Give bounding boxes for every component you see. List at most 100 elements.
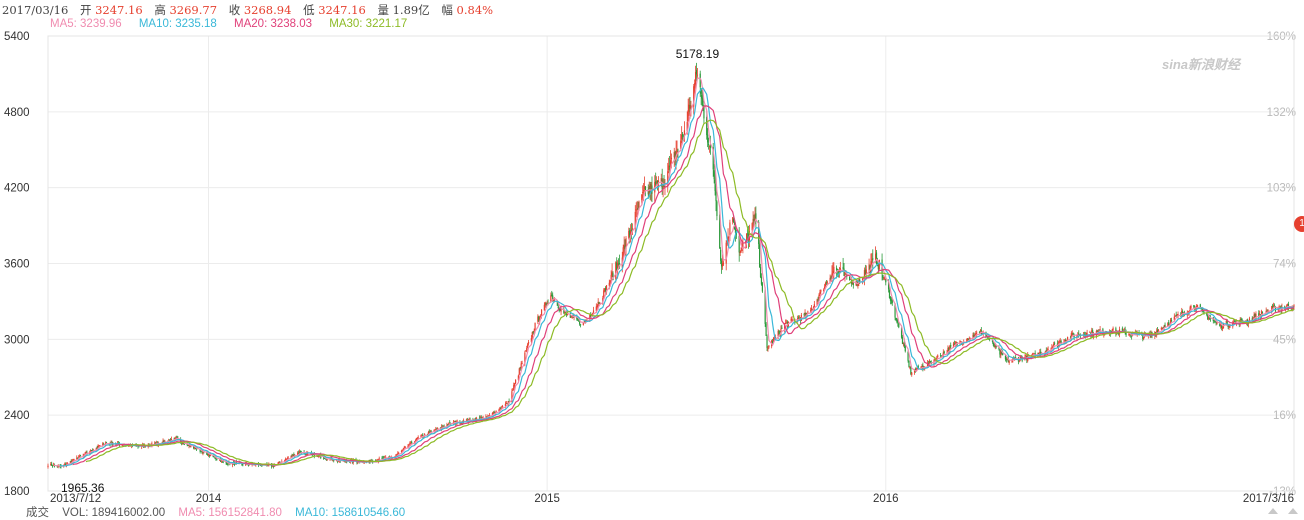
candle-body xyxy=(1076,335,1078,337)
candle-body xyxy=(193,445,195,449)
candle-body xyxy=(910,366,912,375)
candle-body xyxy=(689,105,691,109)
candle-body xyxy=(91,450,94,452)
candle-body xyxy=(400,450,403,453)
candle-body xyxy=(708,145,711,147)
candle-body xyxy=(500,408,502,410)
y-tick-label: 4200 xyxy=(4,183,30,195)
candle-body xyxy=(694,83,696,89)
candle-body xyxy=(313,453,315,457)
candle-body xyxy=(960,341,962,343)
candle-body xyxy=(357,462,359,464)
close-label: 收 xyxy=(228,3,241,17)
candle-body xyxy=(882,275,884,278)
candle-body xyxy=(286,458,288,460)
candle-body xyxy=(973,335,975,337)
candle-body xyxy=(937,355,939,358)
candle-body xyxy=(1271,305,1273,312)
candle-body xyxy=(780,328,782,335)
candle-body xyxy=(298,451,301,455)
candle-body xyxy=(508,401,510,402)
candle-body xyxy=(219,459,222,462)
candle-body xyxy=(247,464,249,466)
candle-body xyxy=(617,262,619,270)
candle-body xyxy=(791,319,793,320)
candle-body xyxy=(410,442,412,444)
candle-body xyxy=(102,443,104,446)
candle-body xyxy=(571,315,573,318)
candle-body xyxy=(656,181,658,183)
candle-body xyxy=(396,454,398,457)
candle-body xyxy=(1208,317,1211,319)
candle-body xyxy=(1078,333,1080,337)
candle-body xyxy=(725,242,727,264)
candle-body xyxy=(424,434,426,436)
candle-body xyxy=(1209,318,1212,320)
candle-body xyxy=(446,424,448,427)
candle-body xyxy=(953,343,956,345)
candle-body xyxy=(78,455,81,458)
candle-body xyxy=(435,428,437,431)
ohlc-info-row: 2017/03/16 开 3247.16 高 3269.77 收 3268.94… xyxy=(2,2,501,17)
candle-body xyxy=(202,450,204,454)
candle-body xyxy=(890,299,892,301)
ohlc-date: 2017/03/16 xyxy=(2,3,69,17)
candle-body xyxy=(427,432,429,435)
candle-body xyxy=(598,301,600,304)
candle-body xyxy=(714,179,716,191)
candle-body xyxy=(551,294,553,296)
candle-body xyxy=(729,222,731,238)
candle-body xyxy=(715,190,717,202)
candle-body xyxy=(1175,314,1177,317)
candle-body xyxy=(447,424,449,426)
y-right-tick-label: 132% xyxy=(1267,107,1296,119)
candle-body xyxy=(674,152,676,160)
candle-body xyxy=(527,341,530,344)
candle-body xyxy=(778,330,780,334)
candle-body xyxy=(700,88,702,94)
scroll-right-icon[interactable] xyxy=(1288,508,1298,514)
candle-body xyxy=(189,445,191,447)
volume-section-label: 成交 xyxy=(26,507,49,519)
candle-body xyxy=(493,411,495,414)
candle-body xyxy=(868,264,870,271)
open-label: 开 xyxy=(79,3,92,17)
candle-body xyxy=(1058,342,1060,344)
y-right-tick-label: 160% xyxy=(1267,31,1296,43)
candle-body xyxy=(764,290,766,324)
candle-body xyxy=(712,147,714,170)
candle-body xyxy=(909,366,911,369)
notification-badge[interactable]: 1 xyxy=(1294,216,1304,232)
candle-body xyxy=(883,278,885,280)
candle-body xyxy=(1052,346,1054,348)
candle-body xyxy=(1229,326,1231,328)
candle-body xyxy=(595,306,597,311)
candle-body xyxy=(742,243,744,248)
candle-body xyxy=(696,74,699,76)
candle-body xyxy=(1047,349,1049,351)
candle-body xyxy=(122,445,124,447)
y-tick-label: 5400 xyxy=(4,31,30,43)
candle-body xyxy=(622,247,624,258)
x-tick-label: 2013/7/12 xyxy=(50,493,101,505)
candle-body xyxy=(634,211,636,229)
candle-body xyxy=(517,375,519,380)
candle-body xyxy=(524,352,526,364)
candle-body xyxy=(206,452,209,456)
y-tick-label: 4800 xyxy=(4,107,30,119)
candle-body xyxy=(641,194,643,201)
candle-body xyxy=(1213,319,1215,322)
candle-body xyxy=(616,262,618,271)
candle-body xyxy=(830,277,832,279)
candle-body xyxy=(803,314,805,316)
scroll-left-icon[interactable] xyxy=(1268,508,1278,514)
candle-body xyxy=(642,191,644,194)
candle-body xyxy=(804,312,806,314)
candle-body xyxy=(188,444,190,446)
candle-body xyxy=(95,448,97,450)
candle-body xyxy=(630,230,632,236)
candle-body xyxy=(833,266,835,273)
candle-body xyxy=(897,321,899,324)
candle-body xyxy=(948,348,950,353)
